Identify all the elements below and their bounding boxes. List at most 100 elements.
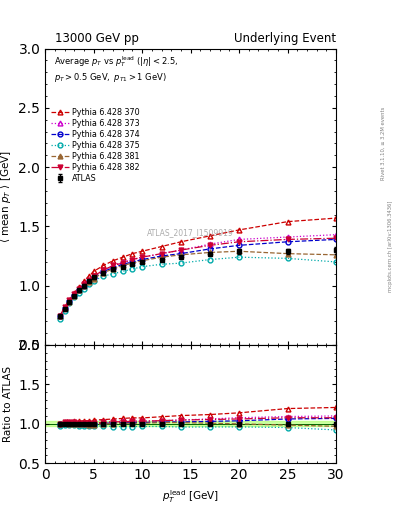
Pythia 6.428 375 bbox=[130, 266, 135, 272]
Pythia 6.428 381 bbox=[86, 279, 91, 285]
Line: Pythia 6.428 382: Pythia 6.428 382 bbox=[57, 236, 338, 319]
Pythia 6.428 373 bbox=[72, 291, 77, 297]
Pythia 6.428 375 bbox=[237, 254, 241, 260]
Pythia 6.428 382 bbox=[72, 291, 77, 297]
Pythia 6.428 381 bbox=[67, 299, 72, 305]
Legend: Pythia 6.428 370, Pythia 6.428 373, Pythia 6.428 374, Pythia 6.428 375, Pythia 6: Pythia 6.428 370, Pythia 6.428 373, Pyth… bbox=[49, 106, 141, 184]
Pythia 6.428 381 bbox=[178, 252, 183, 258]
Pythia 6.428 373 bbox=[111, 263, 116, 269]
Pythia 6.428 375 bbox=[86, 282, 91, 288]
Pythia 6.428 374 bbox=[120, 261, 125, 267]
Pythia 6.428 382 bbox=[237, 239, 241, 245]
Pythia 6.428 381 bbox=[120, 263, 125, 269]
Pythia 6.428 381 bbox=[72, 293, 77, 300]
Pythia 6.428 375 bbox=[101, 273, 106, 279]
Pythia 6.428 370 bbox=[111, 258, 116, 264]
Pythia 6.428 370 bbox=[237, 227, 241, 233]
Pythia 6.428 382 bbox=[159, 250, 164, 257]
Text: ATLAS_2017_I1509919: ATLAS_2017_I1509919 bbox=[147, 228, 234, 237]
Pythia 6.428 370 bbox=[285, 219, 290, 225]
Pythia 6.428 374 bbox=[285, 239, 290, 245]
Pythia 6.428 381 bbox=[130, 260, 135, 266]
Pythia 6.428 381 bbox=[208, 249, 212, 255]
Pythia 6.428 374 bbox=[159, 253, 164, 259]
X-axis label: $p_T^{\rm lead}$ [GeV]: $p_T^{\rm lead}$ [GeV] bbox=[162, 488, 219, 505]
Pythia 6.428 375 bbox=[208, 257, 212, 263]
Text: Average $p_T$ vs $p_T^{\rm lead}$ $(|\eta| < 2.5,$
$p_T > 0.5$ GeV$,\ p_{T1} > 1: Average $p_T$ vs $p_T^{\rm lead}$ $(|\et… bbox=[54, 55, 178, 84]
Pythia 6.428 373 bbox=[120, 259, 125, 265]
Pythia 6.428 381 bbox=[334, 252, 338, 258]
Pythia 6.428 375 bbox=[111, 271, 116, 277]
Pythia 6.428 381 bbox=[82, 283, 86, 289]
Pythia 6.428 381 bbox=[57, 313, 62, 319]
Pythia 6.428 374 bbox=[91, 274, 96, 281]
Pythia 6.428 373 bbox=[86, 276, 91, 283]
Pythia 6.428 370 bbox=[91, 268, 96, 274]
Pythia 6.428 373 bbox=[140, 254, 145, 260]
Pythia 6.428 375 bbox=[72, 294, 77, 301]
Pythia 6.428 374 bbox=[62, 305, 67, 311]
Pythia 6.428 375 bbox=[62, 307, 67, 313]
Pythia 6.428 374 bbox=[77, 287, 81, 293]
Pythia 6.428 382 bbox=[130, 257, 135, 263]
Pythia 6.428 373 bbox=[130, 257, 135, 263]
Pythia 6.428 370 bbox=[130, 250, 135, 257]
Pythia 6.428 374 bbox=[111, 265, 116, 271]
Pythia 6.428 374 bbox=[86, 278, 91, 284]
Pythia 6.428 370 bbox=[140, 248, 145, 254]
Pythia 6.428 375 bbox=[82, 286, 86, 292]
Pythia 6.428 381 bbox=[237, 248, 241, 254]
Pythia 6.428 381 bbox=[91, 275, 96, 282]
Pythia 6.428 382 bbox=[101, 267, 106, 273]
Pythia 6.428 370 bbox=[72, 290, 77, 296]
Pythia 6.428 374 bbox=[101, 268, 106, 274]
Pythia 6.428 382 bbox=[86, 276, 91, 283]
Pythia 6.428 381 bbox=[285, 250, 290, 257]
Line: Pythia 6.428 381: Pythia 6.428 381 bbox=[57, 249, 338, 319]
Pythia 6.428 381 bbox=[62, 305, 67, 311]
Line: Pythia 6.428 374: Pythia 6.428 374 bbox=[57, 237, 338, 319]
Pythia 6.428 373 bbox=[334, 231, 338, 238]
Pythia 6.428 370 bbox=[120, 254, 125, 260]
Pythia 6.428 382 bbox=[285, 237, 290, 243]
Pythia 6.428 375 bbox=[67, 301, 72, 307]
Pythia 6.428 370 bbox=[82, 278, 86, 284]
Pythia 6.428 370 bbox=[57, 313, 62, 319]
Pythia 6.428 374 bbox=[178, 250, 183, 257]
Pythia 6.428 382 bbox=[62, 304, 67, 310]
Y-axis label: $\langle$ mean $p_T$ $\rangle$ [GeV]: $\langle$ mean $p_T$ $\rangle$ [GeV] bbox=[0, 151, 13, 243]
Text: Rivet 3.1.10, ≥ 3.2M events: Rivet 3.1.10, ≥ 3.2M events bbox=[381, 106, 386, 180]
Pythia 6.428 382 bbox=[91, 273, 96, 279]
Pythia 6.428 382 bbox=[77, 286, 81, 292]
Pythia 6.428 374 bbox=[130, 259, 135, 265]
Pythia 6.428 373 bbox=[91, 273, 96, 279]
Pythia 6.428 375 bbox=[334, 259, 338, 265]
Pythia 6.428 373 bbox=[208, 241, 212, 247]
Pythia 6.428 375 bbox=[159, 261, 164, 267]
Pythia 6.428 382 bbox=[334, 235, 338, 241]
Text: mcplots.cern.ch [arXiv:1306.3436]: mcplots.cern.ch [arXiv:1306.3436] bbox=[388, 200, 393, 291]
Pythia 6.428 373 bbox=[77, 286, 81, 292]
Pythia 6.428 370 bbox=[178, 239, 183, 245]
Pythia 6.428 370 bbox=[208, 233, 212, 239]
Pythia 6.428 375 bbox=[178, 260, 183, 266]
Pythia 6.428 373 bbox=[159, 250, 164, 257]
Pythia 6.428 375 bbox=[140, 264, 145, 270]
Pythia 6.428 374 bbox=[57, 313, 62, 319]
Line: Pythia 6.428 370: Pythia 6.428 370 bbox=[57, 216, 338, 319]
Line: Pythia 6.428 373: Pythia 6.428 373 bbox=[57, 232, 338, 319]
Pythia 6.428 375 bbox=[57, 316, 62, 322]
Pythia 6.428 382 bbox=[140, 254, 145, 260]
Pythia 6.428 374 bbox=[82, 283, 86, 289]
Pythia 6.428 374 bbox=[140, 257, 145, 263]
Pythia 6.428 373 bbox=[285, 234, 290, 240]
Pythia 6.428 381 bbox=[159, 254, 164, 260]
Pythia 6.428 382 bbox=[67, 297, 72, 303]
Pythia 6.428 374 bbox=[334, 237, 338, 243]
Pythia 6.428 370 bbox=[67, 297, 72, 303]
Pythia 6.428 370 bbox=[159, 243, 164, 249]
Pythia 6.428 375 bbox=[285, 255, 290, 262]
Pythia 6.428 382 bbox=[82, 282, 86, 288]
Pythia 6.428 382 bbox=[57, 313, 62, 319]
Pythia 6.428 374 bbox=[72, 292, 77, 298]
